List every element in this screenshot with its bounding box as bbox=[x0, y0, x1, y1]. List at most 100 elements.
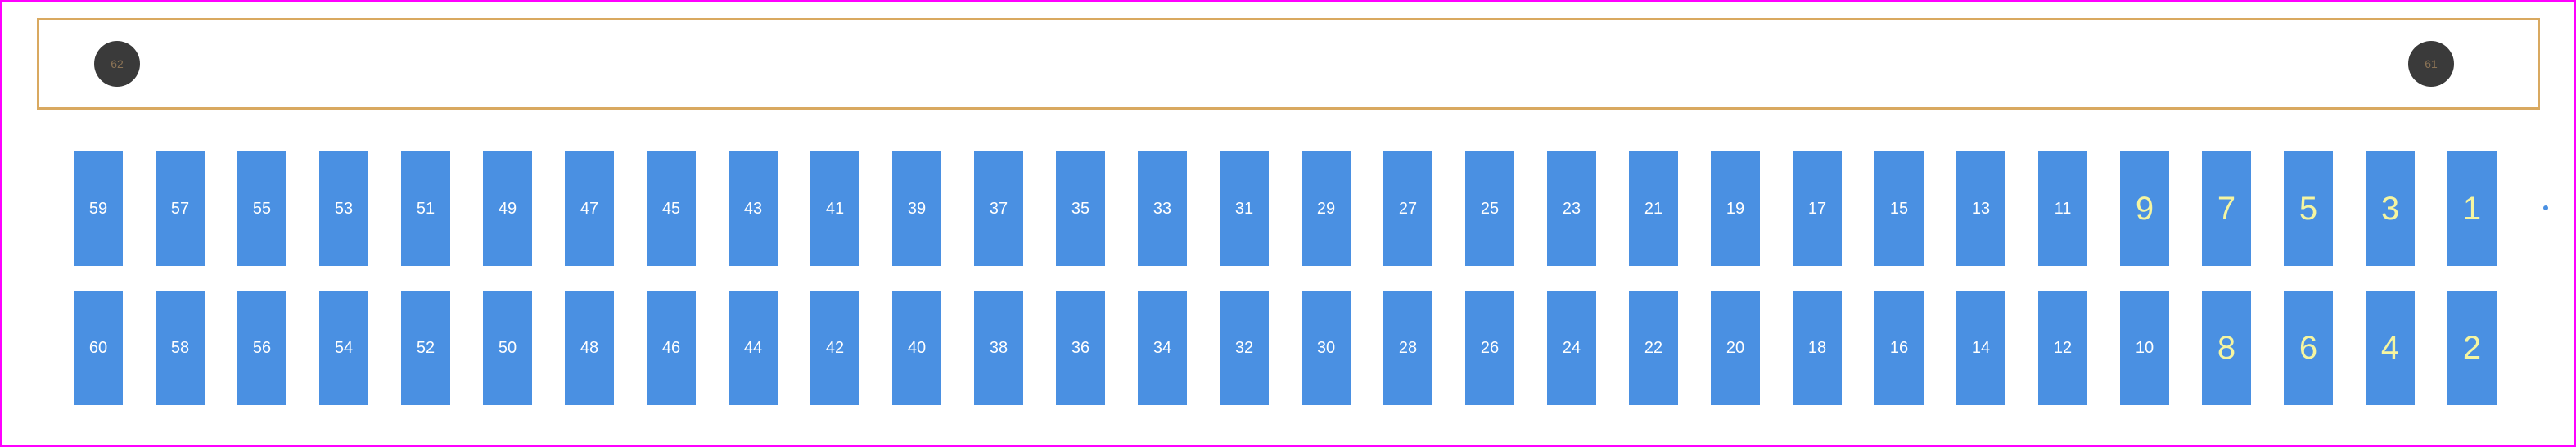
pad-53: 53 bbox=[319, 151, 368, 266]
pad-19: 19 bbox=[1711, 151, 1760, 266]
pad-17: 17 bbox=[1793, 151, 1842, 266]
pad-54-label: 54 bbox=[335, 339, 353, 358]
pad-48-label: 48 bbox=[580, 339, 598, 358]
pad-48: 48 bbox=[565, 291, 614, 405]
pad-38-label: 38 bbox=[990, 339, 1008, 358]
pad-15: 15 bbox=[1874, 151, 1924, 266]
pad-51: 51 bbox=[401, 151, 450, 266]
pad-14: 14 bbox=[1956, 291, 2005, 405]
pad-25-label: 25 bbox=[1481, 200, 1499, 219]
pad-22: 22 bbox=[1629, 291, 1678, 405]
pad-37: 37 bbox=[974, 151, 1023, 266]
pad-5-label: 5 bbox=[2299, 191, 2317, 228]
pad-35: 35 bbox=[1056, 151, 1105, 266]
pad-7: 7 bbox=[2202, 151, 2251, 266]
pad-49: 49 bbox=[483, 151, 532, 266]
pad-1-label: 1 bbox=[2463, 191, 2481, 228]
pad-44: 44 bbox=[729, 291, 778, 405]
pad-9: 9 bbox=[2120, 151, 2169, 266]
pad-32-label: 32 bbox=[1235, 339, 1253, 358]
pad-23-label: 23 bbox=[1563, 200, 1581, 219]
pad-57: 57 bbox=[156, 151, 205, 266]
outline-frame bbox=[37, 18, 2540, 110]
mounting-hole-61: 61 bbox=[2408, 41, 2454, 87]
pad-30: 30 bbox=[1302, 291, 1351, 405]
pad-46-label: 46 bbox=[662, 339, 680, 358]
pad-56-label: 56 bbox=[253, 339, 271, 358]
pad-14-label: 14 bbox=[1972, 339, 1990, 358]
pad-10: 10 bbox=[2120, 291, 2169, 405]
pad-34-label: 34 bbox=[1153, 339, 1171, 358]
pad-44-label: 44 bbox=[744, 339, 762, 358]
pad-8-label: 8 bbox=[2217, 330, 2235, 367]
pad-32: 32 bbox=[1220, 291, 1269, 405]
pad-2: 2 bbox=[2447, 291, 2497, 405]
pad-4-label: 4 bbox=[2381, 330, 2399, 367]
pad-13: 13 bbox=[1956, 151, 2005, 266]
pad-29: 29 bbox=[1302, 151, 1351, 266]
pad-50-label: 50 bbox=[499, 339, 517, 358]
pad-50: 50 bbox=[483, 291, 532, 405]
pad-18-label: 18 bbox=[1808, 339, 1826, 358]
pad-21: 21 bbox=[1629, 151, 1678, 266]
pad-13-label: 13 bbox=[1972, 200, 1990, 219]
pad-59: 59 bbox=[74, 151, 123, 266]
pad-39: 39 bbox=[892, 151, 941, 266]
pad-27-label: 27 bbox=[1399, 200, 1417, 219]
pad-20: 20 bbox=[1711, 291, 1760, 405]
pad-24-label: 24 bbox=[1563, 339, 1581, 358]
pad-29-label: 29 bbox=[1317, 200, 1335, 219]
pad-43: 43 bbox=[729, 151, 778, 266]
pad-10-label: 10 bbox=[2136, 339, 2154, 358]
pad-55: 55 bbox=[237, 151, 286, 266]
pad-19-label: 19 bbox=[1726, 200, 1744, 219]
pad-33: 33 bbox=[1138, 151, 1187, 266]
pad-3-label: 3 bbox=[2381, 191, 2399, 228]
pad-47: 47 bbox=[565, 151, 614, 266]
mounting-hole-61-label: 61 bbox=[2425, 57, 2438, 70]
pad-46: 46 bbox=[647, 291, 696, 405]
pad-53-label: 53 bbox=[335, 200, 353, 219]
pad-16-label: 16 bbox=[1890, 339, 1908, 358]
pad-31: 31 bbox=[1220, 151, 1269, 266]
pad-54: 54 bbox=[319, 291, 368, 405]
pad-42-label: 42 bbox=[826, 339, 844, 358]
pad-25: 25 bbox=[1465, 151, 1514, 266]
mounting-hole-62: 62 bbox=[94, 41, 140, 87]
pad-24: 24 bbox=[1547, 291, 1596, 405]
pad-56: 56 bbox=[237, 291, 286, 405]
pad-37-label: 37 bbox=[990, 200, 1008, 219]
pad-42: 42 bbox=[810, 291, 859, 405]
pad-49-label: 49 bbox=[499, 200, 517, 219]
pad-55-label: 55 bbox=[253, 200, 271, 219]
pad-12-label: 12 bbox=[2054, 339, 2072, 358]
pad-45: 45 bbox=[647, 151, 696, 266]
pad-11: 11 bbox=[2038, 151, 2087, 266]
pad-40: 40 bbox=[892, 291, 941, 405]
pad-3: 3 bbox=[2366, 151, 2415, 266]
pin-row-bottom: 6058565452504846444240383634323028262422… bbox=[74, 291, 2497, 405]
pad-59-label: 59 bbox=[89, 200, 107, 219]
pad-6-label: 6 bbox=[2299, 330, 2317, 367]
pad-1: 1 bbox=[2447, 151, 2497, 266]
pad-47-label: 47 bbox=[580, 200, 598, 219]
pad-26: 26 bbox=[1465, 291, 1514, 405]
pad-2-label: 2 bbox=[2463, 330, 2481, 367]
pad-17-label: 17 bbox=[1808, 200, 1826, 219]
pad-43-label: 43 bbox=[744, 200, 762, 219]
pad-9-label: 9 bbox=[2136, 191, 2154, 228]
pad-28-label: 28 bbox=[1399, 339, 1417, 358]
pad-58: 58 bbox=[156, 291, 205, 405]
mounting-hole-62-label: 62 bbox=[111, 57, 124, 70]
pad-35-label: 35 bbox=[1071, 200, 1089, 219]
pad-60: 60 bbox=[74, 291, 123, 405]
pad-38: 38 bbox=[974, 291, 1023, 405]
pad-4: 4 bbox=[2366, 291, 2415, 405]
origin-marker bbox=[2543, 205, 2548, 210]
pad-41: 41 bbox=[810, 151, 859, 266]
pad-5: 5 bbox=[2284, 151, 2333, 266]
pad-60-label: 60 bbox=[89, 339, 107, 358]
pad-6: 6 bbox=[2284, 291, 2333, 405]
pad-57-label: 57 bbox=[171, 200, 189, 219]
pad-27: 27 bbox=[1383, 151, 1432, 266]
